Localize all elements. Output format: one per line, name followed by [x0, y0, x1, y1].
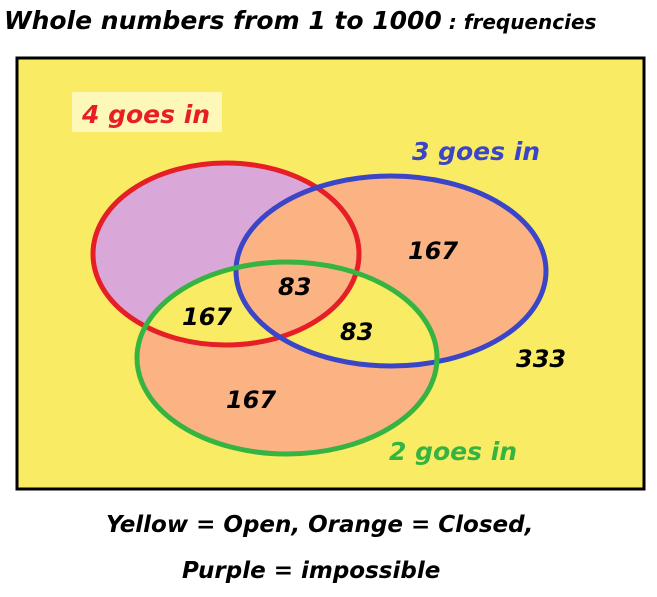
two-set-label: 2 goes in	[389, 437, 517, 466]
four-set-label: 4 goes in	[81, 100, 210, 129]
four-label-background	[72, 92, 222, 132]
legend-caption-line-2: Purple = impossible	[182, 558, 441, 584]
outside-count: 333	[516, 345, 566, 373]
four-three-overlap-group	[236, 176, 359, 345]
four-set-outline	[90, 160, 362, 348]
title-subtitle: : frequencies	[441, 10, 597, 34]
four-two-overlap-fill	[137, 262, 359, 345]
two-only-count: 167	[226, 386, 276, 414]
two-set-outline	[134, 259, 440, 457]
three-set-outline	[233, 173, 549, 369]
diagram-title: Whole numbers from 1 to 1000 : frequenci…	[4, 6, 596, 35]
three-only-count: 167	[408, 237, 458, 265]
title-main: Whole numbers from 1 to 1000	[4, 6, 442, 35]
two-four-count: 167	[182, 303, 232, 331]
three-set-label: 3 goes in	[412, 137, 540, 166]
legend-caption-line-1: Yellow = Open, Orange = Closed,	[106, 512, 534, 538]
all-three-count: 83	[278, 273, 311, 301]
four-three-overlap-fill	[236, 176, 359, 345]
two-three-count: 83	[340, 318, 373, 346]
four-two-overlap-group	[137, 262, 359, 345]
